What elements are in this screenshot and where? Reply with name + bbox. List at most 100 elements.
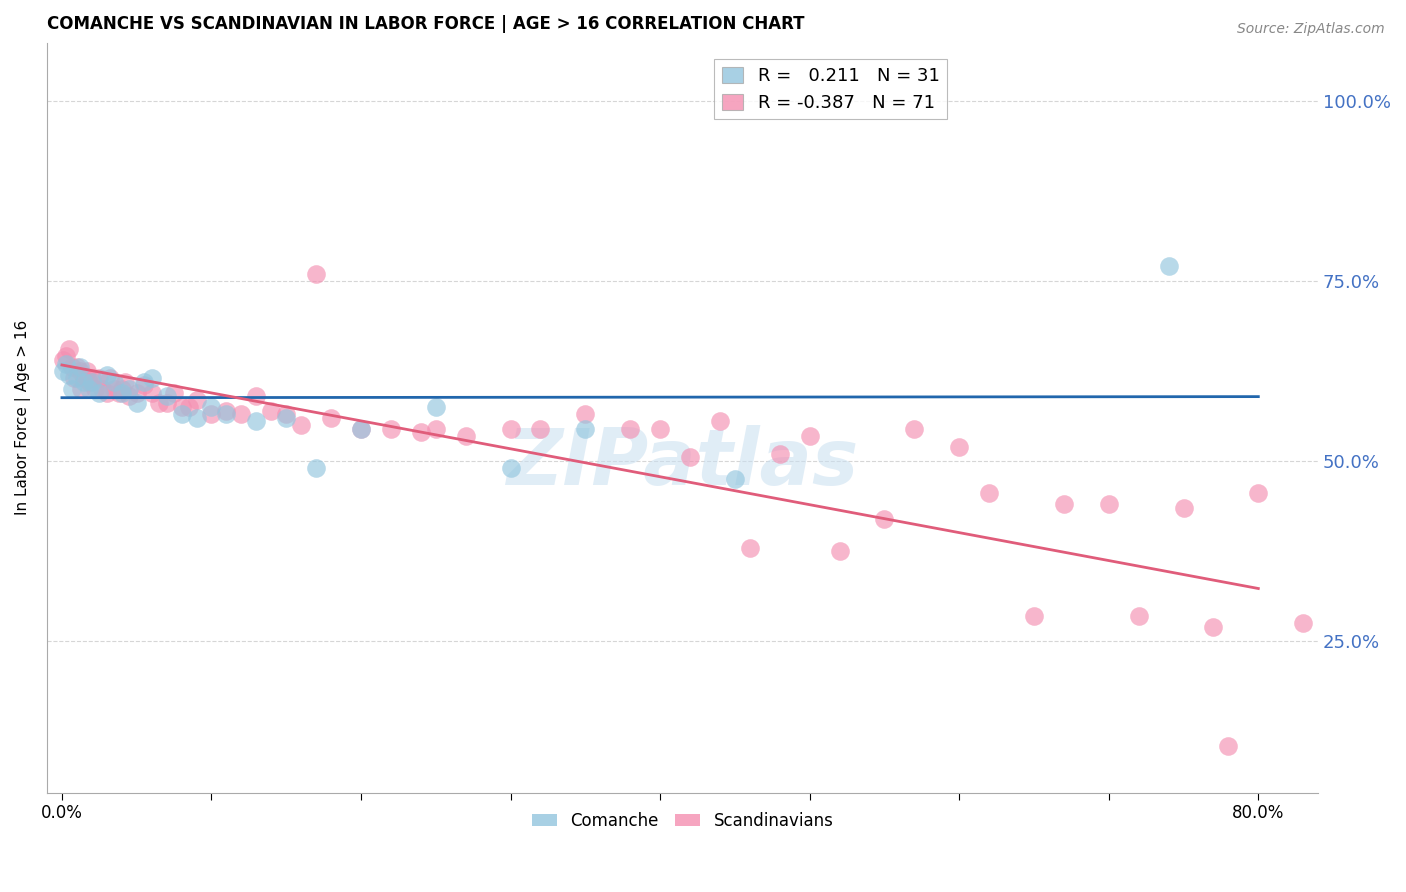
Point xyxy=(80,375,103,389)
Text: ZIPatlas: ZIPatlas xyxy=(506,425,859,500)
Point xyxy=(55,350,77,364)
Point xyxy=(231,407,253,421)
Point xyxy=(63,371,86,385)
Point xyxy=(141,371,163,385)
Point xyxy=(499,461,522,475)
Point xyxy=(979,486,1001,500)
Point xyxy=(903,421,925,435)
Point xyxy=(89,371,111,385)
Point xyxy=(125,396,148,410)
Point xyxy=(380,421,402,435)
Point xyxy=(738,541,761,555)
Point xyxy=(186,392,208,407)
Point xyxy=(148,396,170,410)
Point xyxy=(77,375,100,389)
Point xyxy=(321,410,343,425)
Y-axis label: In Labor Force | Age > 16: In Labor Force | Age > 16 xyxy=(15,320,31,516)
Point xyxy=(52,364,75,378)
Point xyxy=(260,403,283,417)
Point xyxy=(60,382,83,396)
Point xyxy=(215,403,238,417)
Point xyxy=(1157,260,1180,274)
Text: COMANCHE VS SCANDINAVIAN IN LABOR FORCE | AGE > 16 CORRELATION CHART: COMANCHE VS SCANDINAVIAN IN LABOR FORCE … xyxy=(46,15,804,33)
Point xyxy=(574,407,596,421)
Point xyxy=(170,400,193,414)
Point xyxy=(529,421,551,435)
Point xyxy=(769,447,792,461)
Point xyxy=(66,360,89,375)
Point xyxy=(200,407,222,421)
Point xyxy=(873,512,896,526)
Point xyxy=(69,360,91,375)
Point xyxy=(709,414,731,428)
Point xyxy=(125,385,148,400)
Point xyxy=(58,343,80,357)
Point xyxy=(118,389,141,403)
Point xyxy=(290,417,312,432)
Point xyxy=(52,353,75,368)
Point xyxy=(83,382,105,396)
Point xyxy=(69,364,91,378)
Point xyxy=(60,360,83,375)
Point xyxy=(350,421,373,435)
Point xyxy=(103,375,125,389)
Point xyxy=(948,440,970,454)
Point xyxy=(73,371,96,385)
Point xyxy=(73,375,96,389)
Point xyxy=(650,421,672,435)
Point xyxy=(454,429,477,443)
Point xyxy=(170,407,193,421)
Point xyxy=(186,410,208,425)
Point xyxy=(305,267,328,281)
Point xyxy=(163,385,186,400)
Point xyxy=(118,382,141,396)
Point xyxy=(80,371,103,385)
Point xyxy=(1292,616,1315,631)
Point xyxy=(66,371,89,385)
Point xyxy=(1322,659,1344,673)
Point xyxy=(58,368,80,382)
Point xyxy=(1173,500,1195,515)
Point xyxy=(96,385,118,400)
Point xyxy=(245,389,267,403)
Point xyxy=(1202,620,1225,634)
Point xyxy=(799,429,821,443)
Point xyxy=(1053,497,1076,511)
Point xyxy=(89,385,111,400)
Point xyxy=(499,421,522,435)
Point xyxy=(114,375,136,389)
Point xyxy=(276,407,298,421)
Point xyxy=(156,396,179,410)
Point xyxy=(828,544,851,558)
Point xyxy=(177,400,200,414)
Point xyxy=(141,385,163,400)
Point xyxy=(1128,609,1150,624)
Point xyxy=(409,425,432,440)
Point xyxy=(215,407,238,421)
Point xyxy=(111,382,134,396)
Point xyxy=(305,461,328,475)
Point xyxy=(96,368,118,382)
Point xyxy=(1022,609,1045,624)
Point xyxy=(134,378,156,392)
Point xyxy=(70,382,93,396)
Point xyxy=(1247,486,1270,500)
Point xyxy=(156,389,179,403)
Point xyxy=(103,382,125,396)
Point xyxy=(425,421,447,435)
Point xyxy=(107,385,129,400)
Point xyxy=(619,421,641,435)
Point xyxy=(76,364,98,378)
Text: Source: ZipAtlas.com: Source: ZipAtlas.com xyxy=(1237,22,1385,37)
Point xyxy=(91,382,114,396)
Point xyxy=(55,357,77,371)
Point xyxy=(276,410,298,425)
Point xyxy=(1098,497,1121,511)
Point xyxy=(724,472,747,486)
Point xyxy=(350,421,373,435)
Point xyxy=(1367,749,1389,764)
Point xyxy=(77,382,100,396)
Point xyxy=(574,421,596,435)
Point xyxy=(679,450,702,465)
Legend: Comanche, Scandinavians: Comanche, Scandinavians xyxy=(524,805,839,837)
